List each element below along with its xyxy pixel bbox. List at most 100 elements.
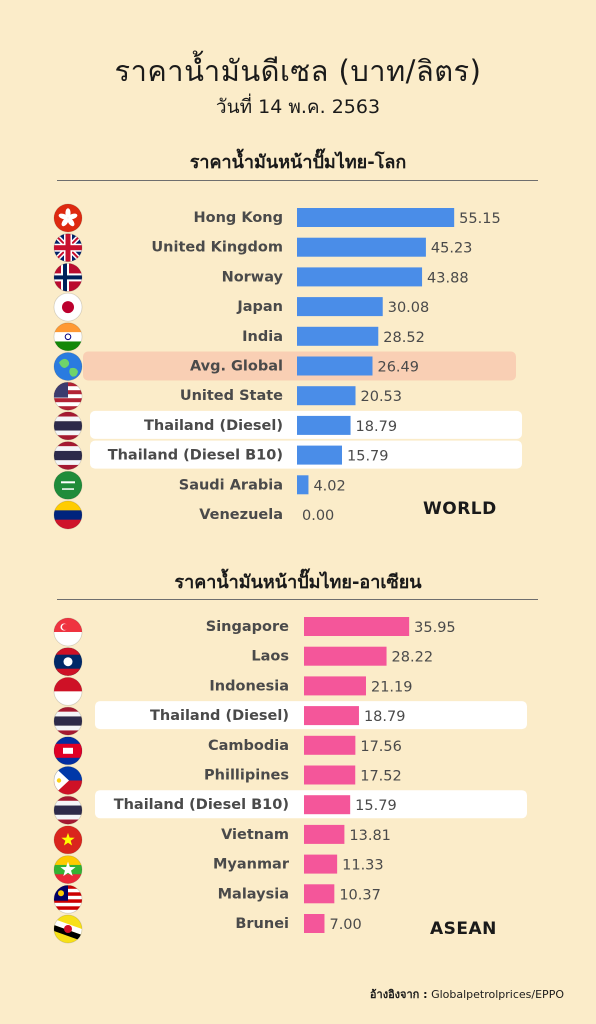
category-label: United Kingdom (151, 240, 283, 256)
category-label: Indonesia (209, 678, 289, 694)
category-label: Saudi Arabia (179, 477, 283, 493)
brunei-flag-icon (53, 914, 83, 944)
category-label: Cambodia (208, 738, 289, 754)
value-label: 4.02 (313, 478, 345, 494)
venezuela-flag-icon (53, 500, 83, 530)
category-label: Norway (222, 269, 284, 285)
bar (304, 824, 345, 844)
norway-flag-icon (53, 263, 83, 292)
value-label: 17.52 (360, 769, 402, 785)
value-label: 13.81 (349, 828, 391, 844)
bar (304, 914, 325, 933)
category-label: Brunei (235, 916, 289, 932)
value-label: 28.22 (392, 650, 434, 666)
bar (297, 356, 373, 376)
vietnam-flag-icon (53, 825, 83, 855)
category-label: Malaysia (218, 886, 289, 902)
category-label: Thailand (Diesel B10) (114, 797, 289, 813)
bar (304, 735, 356, 755)
value-label: 20.53 (361, 389, 403, 405)
bar (304, 676, 366, 696)
value-label: 28.52 (383, 330, 425, 346)
bar (297, 237, 426, 257)
value-label: 55.15 (459, 211, 501, 227)
thailand-flag-icon (53, 441, 83, 471)
value-label: 18.79 (364, 709, 406, 725)
value-label: 7.00 (329, 917, 361, 933)
laos-flag-icon (53, 647, 83, 677)
bar (304, 706, 359, 726)
category-label: Japan (236, 299, 283, 315)
category-label: India (242, 329, 283, 345)
bar (304, 765, 356, 785)
category-label: Singapore (206, 619, 289, 635)
world-chart-tag: WORLD (423, 499, 497, 519)
value-label: 35.95 (414, 620, 456, 636)
bar (304, 795, 351, 815)
value-label: 11.33 (342, 858, 384, 874)
bar (297, 386, 356, 406)
japan-flag-icon (53, 292, 83, 322)
value-label: 43.88 (427, 270, 469, 286)
category-label: Thailand (Diesel) (150, 708, 289, 724)
category-label: United State (180, 388, 283, 404)
bar (297, 267, 423, 287)
cambodia-flag-icon (53, 736, 83, 766)
value-label: 21.19 (371, 679, 413, 695)
source-credit: อ้างอิงจาก : Globalpetrolprices/EPPO (370, 985, 564, 1003)
bar (304, 617, 410, 636)
category-label: Laos (251, 649, 289, 665)
bar (304, 854, 338, 874)
category-label: Thailand (Diesel) (144, 418, 283, 434)
value-label: 45.23 (431, 241, 473, 257)
bar (304, 646, 387, 666)
thailand-flag-icon (53, 795, 83, 825)
source-label: อ้างอิงจาก : (369, 988, 428, 1001)
asean-bar-chart: Singapore 35.95 Laos 28.22 Indonesia 21.19 Tha… (53, 617, 527, 944)
myanmar-flag-icon (53, 855, 83, 885)
philippines-flag-icon (53, 766, 83, 795)
asean-section-title: ราคาน้ำมันหน้าปั๊มไทย-อาเซียน (174, 572, 422, 593)
category-label: Phillipines (204, 768, 289, 784)
bar (297, 297, 383, 317)
world-divider (57, 180, 538, 181)
value-label: 30.08 (388, 300, 430, 316)
hong-kong-flag-icon (53, 203, 83, 233)
page-subtitle: วันที่ 14 พ.ค. 2563 (215, 96, 381, 118)
value-label: 0.00 (302, 508, 334, 524)
value-label: 26.49 (377, 360, 419, 376)
singapore-flag-icon (53, 617, 83, 647)
source-value: Globalpetrolprices/EPPO (431, 988, 564, 1001)
bar (297, 475, 309, 495)
saudi-arabia-flag-icon (53, 470, 83, 500)
value-label: 18.79 (356, 419, 398, 435)
category-label: Avg. Global (190, 359, 283, 375)
world-section-title: ราคาน้ำมันหน้าปั๊มไทย-โลก (189, 152, 407, 173)
bar (297, 445, 343, 465)
page-title: ราคาน้ำมันดีเซล (บาท/ลิตร) (114, 54, 482, 88)
indonesia-flag-icon (53, 677, 83, 706)
thailand-flag-icon (53, 411, 83, 441)
thailand-flag-icon (53, 706, 83, 736)
asean-chart-tag: ASEAN (430, 919, 497, 939)
bar (297, 326, 379, 346)
bar (297, 415, 351, 435)
category-label: Vietnam (221, 827, 289, 843)
category-label: Thailand (Diesel B10) (108, 448, 283, 464)
value-label: 15.79 (355, 798, 397, 814)
category-label: Hong Kong (194, 210, 284, 226)
india-flag-icon (53, 322, 83, 352)
united-kingdom-flag-icon (53, 233, 83, 263)
value-label: 10.37 (339, 887, 381, 903)
world-bar-chart: Hong Kong 55.15 United Kingdom 45.23 Norway 4… (53, 203, 522, 530)
category-label: Myanmar (213, 857, 290, 873)
united-states-flag-icon (53, 381, 83, 411)
malaysia-flag-icon (53, 884, 83, 914)
value-label: 17.56 (360, 739, 402, 755)
bar (297, 208, 455, 227)
category-label: Venezuela (199, 507, 283, 523)
asean-divider (57, 599, 538, 600)
bar (304, 884, 335, 904)
value-label: 15.79 (347, 449, 389, 465)
globe-icon (53, 352, 83, 381)
